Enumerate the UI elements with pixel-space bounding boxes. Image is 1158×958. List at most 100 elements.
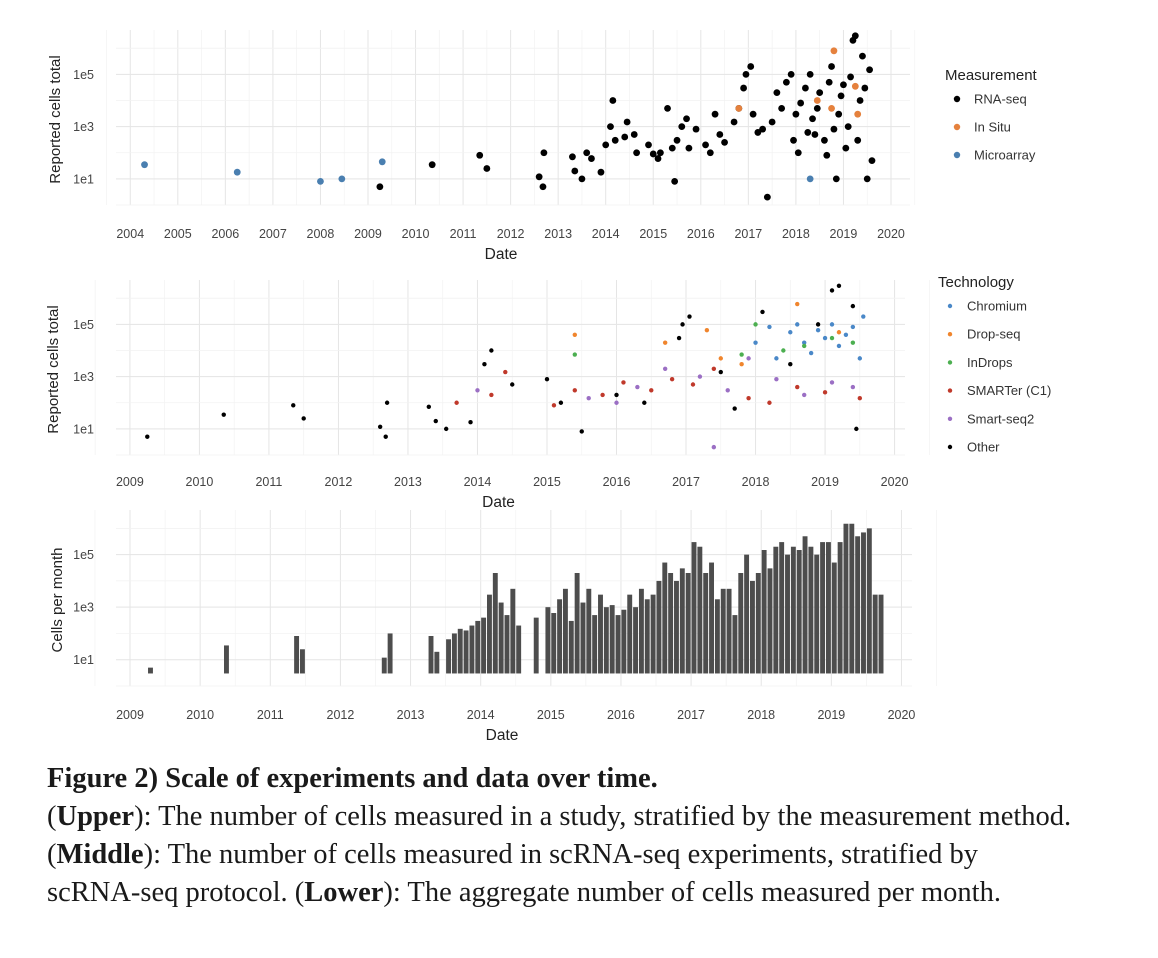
bar xyxy=(662,562,668,674)
data-point xyxy=(583,149,591,157)
data-point xyxy=(740,84,747,92)
data-point xyxy=(868,157,876,165)
data-point xyxy=(588,155,595,162)
caption-lower-label: Lower xyxy=(304,877,384,908)
bar xyxy=(703,573,709,674)
data-point xyxy=(808,350,814,356)
data-point xyxy=(475,388,480,393)
bar xyxy=(761,550,767,674)
data-point xyxy=(836,330,842,335)
data-point xyxy=(683,115,690,123)
data-point xyxy=(809,115,816,123)
data-point xyxy=(794,149,802,157)
data-point xyxy=(664,104,671,112)
legend-title: Technology xyxy=(938,274,1014,291)
y-tick-label: 1e5 xyxy=(73,318,94,332)
bar xyxy=(714,599,720,674)
bar xyxy=(592,615,598,674)
data-point xyxy=(338,175,346,183)
data-point xyxy=(844,123,852,131)
lower-panel: 2009 2010 2011 2012 2013 2014 2015 2016 2017 2018… xyxy=(49,510,937,744)
grid xyxy=(94,280,930,456)
data-point xyxy=(788,361,793,367)
bar xyxy=(434,651,440,674)
y-tick-label: 1e3 xyxy=(73,120,94,134)
x-tick-label: 2011 xyxy=(255,475,282,489)
y-axis-label: Cells per month xyxy=(49,547,66,652)
legend-label: InDrops xyxy=(967,355,1013,370)
bar xyxy=(849,523,855,674)
data-point xyxy=(802,340,807,345)
data-point xyxy=(233,168,241,176)
data-point xyxy=(540,149,548,157)
x-tick-label: 2009 xyxy=(116,475,144,489)
legend-label: Drop-seq xyxy=(967,327,1020,342)
bar xyxy=(732,615,738,674)
legend: Measurement RNA-seq In Situ Microarray xyxy=(945,67,1038,163)
data-point xyxy=(859,52,866,60)
legend-swatch xyxy=(947,360,953,365)
data-point xyxy=(837,92,845,100)
data-point xyxy=(753,340,758,345)
data-point xyxy=(291,403,296,408)
data-point xyxy=(822,390,828,395)
x-tick-label: 2016 xyxy=(603,475,631,489)
data-point xyxy=(668,144,676,152)
x-axis-label: Date xyxy=(486,727,519,744)
data-point xyxy=(774,356,779,361)
data-point xyxy=(718,356,723,361)
bar xyxy=(621,609,627,674)
bar xyxy=(387,633,393,674)
data-point xyxy=(569,153,576,161)
bar xyxy=(796,550,802,674)
bar xyxy=(492,573,498,674)
data-point xyxy=(746,356,751,361)
data-point xyxy=(609,97,617,104)
x-tick-label: 2014 xyxy=(467,708,495,722)
data-point xyxy=(830,47,838,55)
bar xyxy=(866,528,872,674)
x-tick-label: 2019 xyxy=(811,475,839,489)
data-point xyxy=(835,110,843,118)
legend-label: Chromium xyxy=(967,299,1027,314)
y-tick-label: 1e3 xyxy=(73,370,94,384)
bar xyxy=(498,602,504,674)
data-point xyxy=(676,335,682,341)
bar xyxy=(668,573,674,674)
data-point xyxy=(426,404,432,409)
legend-label: Other xyxy=(967,440,1000,455)
bar xyxy=(603,607,609,674)
data-point xyxy=(843,332,849,337)
bar xyxy=(814,554,820,674)
bar xyxy=(504,615,510,674)
x-tick-label: 2007 xyxy=(259,227,287,241)
data-point xyxy=(850,384,856,390)
x-tick-label: 2012 xyxy=(325,475,353,489)
data-point xyxy=(828,104,835,112)
data-point xyxy=(782,78,790,86)
y-tick-label: 1e1 xyxy=(73,653,94,667)
x-tick-label: 2015 xyxy=(639,227,667,241)
data-point xyxy=(854,110,862,118)
data-point xyxy=(572,352,578,357)
x-tick-label: 2019 xyxy=(817,708,845,722)
x-tick-label: 2016 xyxy=(607,708,635,722)
data-point xyxy=(832,175,840,183)
data-point xyxy=(847,73,854,81)
data-point xyxy=(739,361,744,367)
x-tick-label: 2013 xyxy=(544,227,572,241)
data-point xyxy=(760,309,765,315)
bar xyxy=(644,599,650,674)
figure-charts: 2004 2005 2006 2007 2008 2009 2010 2011 2012 2013… xyxy=(45,30,1051,744)
data-point xyxy=(811,131,819,138)
data-point xyxy=(725,388,730,393)
x-tick-label: 2013 xyxy=(394,475,422,489)
x-tick-label: 2011 xyxy=(450,227,477,241)
x-tick-label: 2010 xyxy=(186,708,214,722)
x-tick-label: 2015 xyxy=(537,708,565,722)
x-tick-label: 2012 xyxy=(497,227,525,241)
data-point xyxy=(804,129,812,136)
bar xyxy=(837,542,843,674)
data-point xyxy=(829,380,835,385)
data-point xyxy=(678,123,686,131)
